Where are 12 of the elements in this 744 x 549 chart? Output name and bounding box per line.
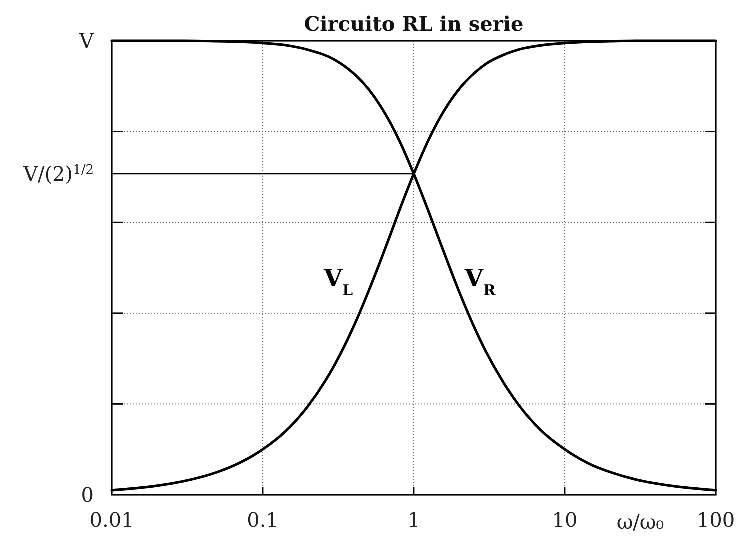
series-label: V/(2)$^{1/2}$ [22, 162, 94, 186]
x-tick-label: 100 [696, 508, 736, 532]
text: V [78, 29, 95, 53]
x-tick-label: 1 [408, 508, 420, 532]
text: 0 [81, 483, 94, 507]
x-tick-label: 10 [552, 508, 578, 532]
x-tick-label: 0.1 [247, 508, 279, 532]
series-label: V$_{L}$ [322, 264, 354, 300]
series-label: V$_{R}$ [464, 264, 497, 300]
x-tick-label: 0.01 [90, 508, 134, 532]
x-axis-title: ω/ω₀ [616, 510, 664, 534]
chart-title: Circuito RL in serie [304, 12, 524, 36]
